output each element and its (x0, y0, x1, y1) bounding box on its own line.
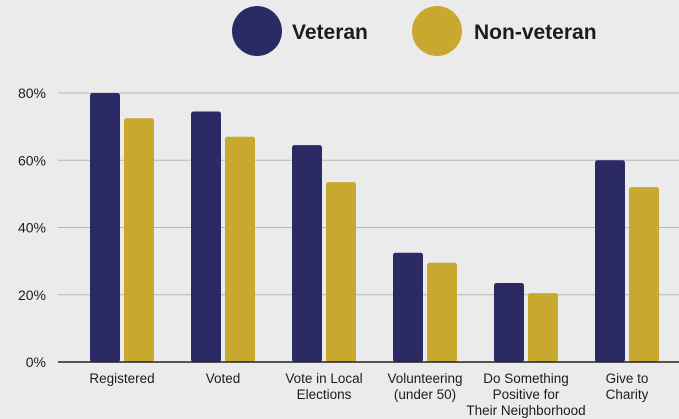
bar-veteran (191, 111, 221, 363)
x-category-label: Volunteering (under 50) (387, 371, 462, 402)
bar-non-veteran (427, 262, 457, 362)
x-category-label: Vote in Local Elections (285, 371, 362, 402)
y-tick-label: 20% (18, 287, 46, 303)
bar-veteran (292, 145, 322, 362)
gridlines (58, 92, 679, 296)
legend-label-veteran: Veteran (292, 21, 368, 44)
y-tick-label: 40% (18, 220, 46, 236)
bar-veteran (393, 252, 423, 362)
bar-non-veteran (528, 293, 558, 362)
x-category-label: Registered (89, 371, 154, 386)
bar-veteran (595, 160, 625, 362)
x-category-label: Give to Charity (606, 371, 649, 402)
legend-swatch-non-veteran (412, 6, 462, 56)
legend-label-non-veteran: Non-veteran (474, 21, 597, 44)
x-category-label: Do Something Positive for Their Neighborho… (466, 371, 585, 418)
bar-non-veteran (326, 182, 356, 362)
bar-non-veteran (124, 118, 154, 362)
y-axis-ticks: 0% 20% 40% 60% 80% (18, 85, 46, 370)
bar-veteran (494, 282, 524, 362)
bar-non-veteran (629, 187, 659, 362)
bar-non-veteran (225, 136, 255, 362)
y-tick-label: 60% (18, 152, 46, 168)
x-category-label: Voted (206, 371, 241, 386)
legend-swatch-veteran (232, 6, 282, 56)
y-tick-label: 80% (18, 85, 46, 101)
y-tick-label: 0% (26, 354, 46, 370)
bar-veteran (90, 93, 120, 362)
bars (90, 93, 659, 363)
legend: Veteran Non-veteran (232, 6, 597, 56)
x-axis-labels: Registered Voted Vote in Local Elections Vol… (89, 371, 648, 418)
